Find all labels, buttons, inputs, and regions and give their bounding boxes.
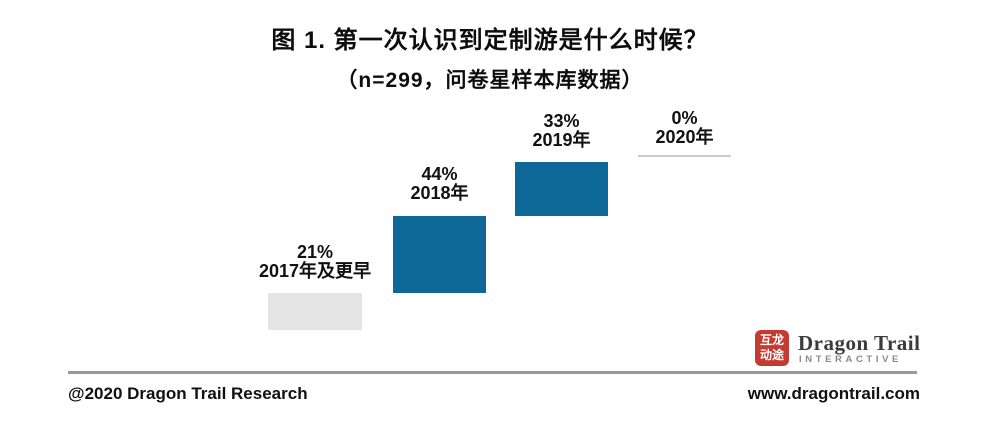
seal-characters-row2: 动途 xyxy=(759,348,784,362)
logo-wordmark: Dragon Trail xyxy=(798,331,921,355)
website-text: www.dragontrail.com xyxy=(747,384,920,403)
bar-2018 xyxy=(393,216,486,293)
bar-2020-zero-line xyxy=(638,155,731,157)
category-label: 2017年及更早 xyxy=(258,261,372,281)
bar-2019 xyxy=(515,162,608,216)
chart-title: 图 1. 第一次认识到定制游是什么时候？ xyxy=(271,27,709,54)
bar-2017-and-earlier-label: 21% 2017年及更早 xyxy=(259,243,371,281)
value-label: 21% xyxy=(296,242,334,262)
category-label: 2020年 xyxy=(655,127,714,147)
dragon-trail-seal-icon: 互龙 动途 xyxy=(755,330,789,366)
category-label: 2019年 xyxy=(532,130,591,150)
seal-characters-row1: 互龙 xyxy=(759,333,784,347)
copyright-text: @2020 Dragon Trail Research xyxy=(68,384,308,403)
bar-2017-and-earlier xyxy=(268,293,362,330)
value-label: 33% xyxy=(543,111,580,131)
chart-subtitle: （n=299，问卷星样本库数据） xyxy=(336,69,644,92)
category-label: 2018年 xyxy=(410,183,469,203)
bar-2018-label: 44% 2018年 xyxy=(410,165,468,203)
value-label: 0% xyxy=(671,108,698,128)
dragon-trail-logo: 互龙 动途 Dragon Trail INTERACTIVE xyxy=(755,329,925,369)
value-label: 44% xyxy=(421,164,458,184)
footer-divider xyxy=(68,371,917,374)
bar-2020-zero-line-label: 0% 2020年 xyxy=(655,109,713,147)
logo-tagline: INTERACTIVE xyxy=(799,354,902,365)
bar-2019-label: 33% 2019年 xyxy=(532,112,590,150)
